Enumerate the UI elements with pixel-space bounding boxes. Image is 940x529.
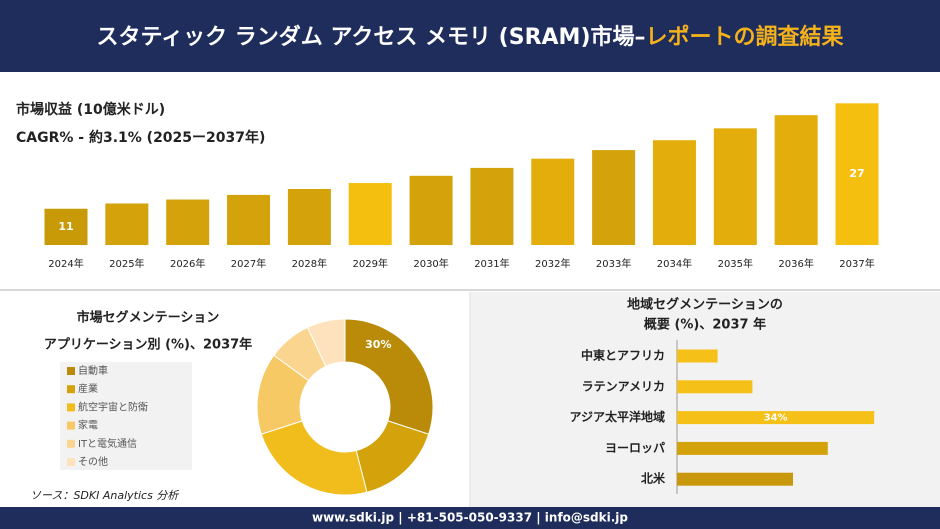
bar [774, 115, 818, 245]
bar-subtitle: CAGR% - 約3.1% (2025ー2037年) [16, 129, 265, 146]
bar [835, 103, 879, 245]
bar [677, 472, 793, 486]
x-tick-label: 2036年 [778, 257, 813, 270]
pie-slice [306, 318, 346, 367]
bar [470, 167, 514, 245]
legend-swatch [67, 403, 75, 412]
legend-label: 航空宇宙と防衛 [78, 400, 148, 413]
bar [105, 203, 149, 245]
bar [44, 208, 88, 245]
value-label: 30% [365, 338, 391, 351]
category-label: ヨーロッパ [605, 441, 665, 455]
x-tick-label: 2030年 [413, 257, 448, 270]
bar [677, 441, 828, 455]
legend-label: ITと電気通信 [78, 437, 137, 450]
bar-title: 市場収益 (10億米ドル) [16, 101, 165, 118]
category-label: 中東とアフリカ [581, 348, 665, 363]
legend-swatch [67, 458, 75, 466]
pie-title-1: 市場セグメンテーション [77, 310, 220, 326]
x-tick-label: 2037年 [839, 257, 874, 270]
x-tick-label: 2025年 [109, 257, 144, 270]
category-label: ラテンアメリカ [582, 379, 665, 393]
category-label: アジア太平洋地域 [569, 409, 665, 424]
x-tick-label: 2026年 [170, 257, 205, 270]
legend-label: 自動車 [78, 364, 108, 377]
bar [677, 380, 753, 394]
bar [531, 158, 575, 245]
legend-box [60, 362, 192, 470]
value-label: 34% [764, 413, 788, 424]
x-tick-label: 2032年 [535, 257, 570, 270]
bar [409, 175, 453, 245]
pie-title-2: アプリケーション別 (%)、2037年 [44, 337, 252, 353]
hbar-title-1: 地域セグメンテーションの [627, 297, 783, 313]
title-highlight: レポートの調査結果 [646, 24, 844, 50]
hbar-title-2: 概要 (%)、2037 年 [644, 317, 766, 333]
x-tick-label: 2033年 [596, 257, 631, 270]
legend-swatch [67, 385, 75, 394]
pie-slice [344, 318, 434, 435]
bar [227, 194, 271, 245]
x-tick-label: 2035年 [718, 257, 753, 270]
x-tick-label: 2024年 [48, 257, 83, 270]
legend-label: 家電 [78, 419, 98, 432]
bar [713, 128, 757, 245]
x-tick-label: 2031年 [474, 257, 509, 270]
header-bar [0, 0, 940, 72]
footer-bar [0, 507, 940, 529]
category-label: 北米 [641, 471, 666, 486]
source: ソース：SDKI Analytics 分析 [30, 489, 180, 502]
x-tick-label: 2027年 [231, 257, 266, 270]
x-tick-label: 2029年 [353, 257, 388, 270]
footer: www.sdki.jp | +81-505-050-9337 | info@sd… [312, 511, 628, 525]
x-tick-label: 2034年 [657, 257, 692, 270]
bar [166, 199, 210, 245]
x-tick-label: 2028年 [292, 257, 327, 270]
bar [348, 183, 392, 245]
right-panel [471, 292, 940, 507]
bar [677, 349, 718, 363]
legend-swatch [67, 439, 75, 448]
legend-swatch [67, 421, 75, 430]
legend-label: 産業 [78, 382, 98, 395]
title-main: スタティック ランダム アクセス メモリ (SRAM)市場– [96, 24, 645, 50]
value-label: 27 [849, 167, 864, 180]
value-label: 11 [58, 220, 73, 233]
bar [652, 140, 696, 245]
legend-swatch [67, 367, 75, 375]
legend-label: その他 [78, 455, 108, 468]
bar [677, 411, 875, 425]
bar [592, 150, 636, 245]
bar [287, 188, 331, 245]
header-title: スタティック ランダム アクセス メモリ (SRAM)市場–レポートの調査結果 [96, 24, 843, 50]
